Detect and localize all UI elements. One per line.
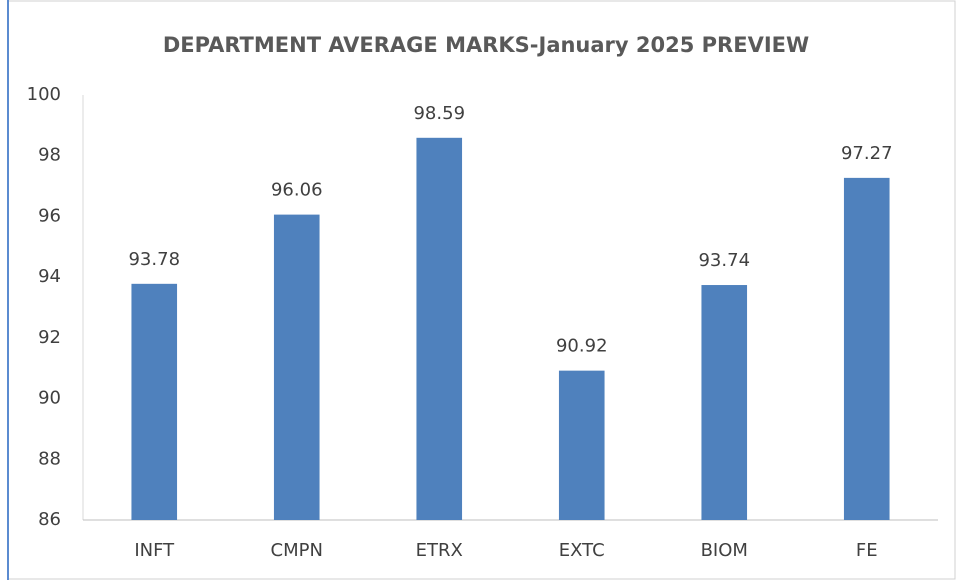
bar [701, 285, 748, 520]
bar [273, 214, 320, 520]
x-tick-label: EXTC [559, 540, 605, 561]
bar [131, 283, 178, 520]
y-tick-label: 94 [38, 266, 61, 287]
chart-title: DEPARTMENT AVERAGE MARKS-January 2025 PR… [163, 33, 809, 57]
y-tick-label: 90 [38, 388, 61, 409]
y-tick-label: 88 [38, 448, 61, 469]
y-tick-label: 98 [38, 145, 61, 166]
bar [416, 137, 463, 520]
y-tick-label: 96 [38, 205, 61, 226]
data-label: 90.92 [556, 336, 608, 357]
data-label: 97.27 [841, 143, 893, 164]
y-tick-label: 100 [27, 84, 61, 105]
bar [558, 370, 605, 520]
data-label: 96.06 [271, 180, 323, 201]
data-label: 93.74 [698, 250, 750, 271]
data-label: 98.59 [413, 103, 465, 124]
x-tick-label: INFT [134, 540, 175, 561]
x-tick-label: ETRX [416, 540, 463, 561]
data-label: 93.78 [128, 249, 180, 270]
x-tick-label: BIOM [701, 540, 748, 561]
y-tick-label: 86 [38, 509, 61, 530]
y-tick-label: 92 [38, 327, 61, 348]
bar [843, 177, 890, 520]
x-tick-label: CMPN [271, 540, 323, 561]
x-tick-label: FE [856, 540, 878, 561]
